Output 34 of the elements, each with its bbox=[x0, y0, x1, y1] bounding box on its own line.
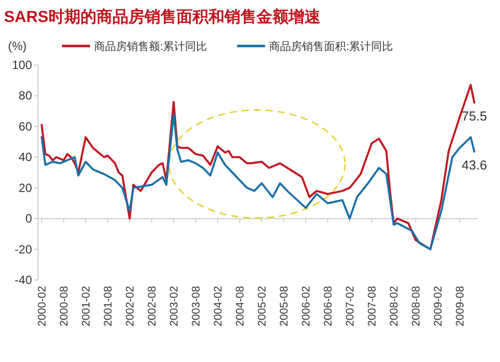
x-tick-label: 2003-08 bbox=[190, 286, 203, 326]
x-tick-label: 2002-08 bbox=[146, 286, 159, 326]
y-tick-label: -20 bbox=[14, 242, 32, 256]
x-tick-label: 2006-08 bbox=[322, 286, 335, 326]
annotation: 75.5 bbox=[462, 108, 487, 124]
x-tick-label: 2004-02 bbox=[212, 286, 225, 326]
x-tick-label: 2002-02 bbox=[124, 286, 137, 326]
x-tick-label: 2001-02 bbox=[80, 286, 93, 326]
x-tick-label: 2000-02 bbox=[36, 286, 49, 326]
y-tick-label: 20 bbox=[18, 180, 32, 195]
legend-label: 商品房销售额:累计同比 bbox=[94, 40, 208, 53]
y-tick-label: 100 bbox=[12, 58, 32, 72]
y-tick-label: 60 bbox=[18, 119, 32, 134]
annotation: 43.6 bbox=[462, 158, 487, 173]
x-tick-label: 2008-08 bbox=[410, 286, 423, 326]
x-tick-label: 2000-08 bbox=[58, 286, 71, 326]
y-tick-label: -40 bbox=[14, 273, 32, 287]
x-tick-label: 2004-08 bbox=[234, 286, 247, 326]
legend-label: 商品房销售面积:累计同比 bbox=[269, 40, 394, 53]
x-tick-label: 2008-02 bbox=[388, 286, 401, 326]
y-axis-title: (%) bbox=[8, 39, 27, 53]
y-tick-label: 40 bbox=[18, 150, 32, 164]
x-tick-label: 2006-02 bbox=[300, 286, 313, 326]
y-tick-label: 0 bbox=[25, 212, 32, 226]
x-tick-label: 2007-02 bbox=[344, 286, 357, 326]
x-tick-label: 2005-02 bbox=[256, 286, 269, 326]
x-tick-label: 2005-08 bbox=[278, 286, 291, 326]
x-tick-label: 2003-02 bbox=[168, 286, 181, 326]
chart-title: SARS时期的商品房销售面积和销售金额增速 bbox=[4, 7, 322, 26]
y-tick-label: 80 bbox=[18, 88, 32, 103]
x-tick-label: 2001-08 bbox=[102, 286, 115, 326]
x-tick-label: 2007-08 bbox=[366, 286, 379, 326]
x-tick-label: 2009-02 bbox=[432, 286, 445, 326]
x-tick-label: 2009-08 bbox=[454, 286, 467, 326]
